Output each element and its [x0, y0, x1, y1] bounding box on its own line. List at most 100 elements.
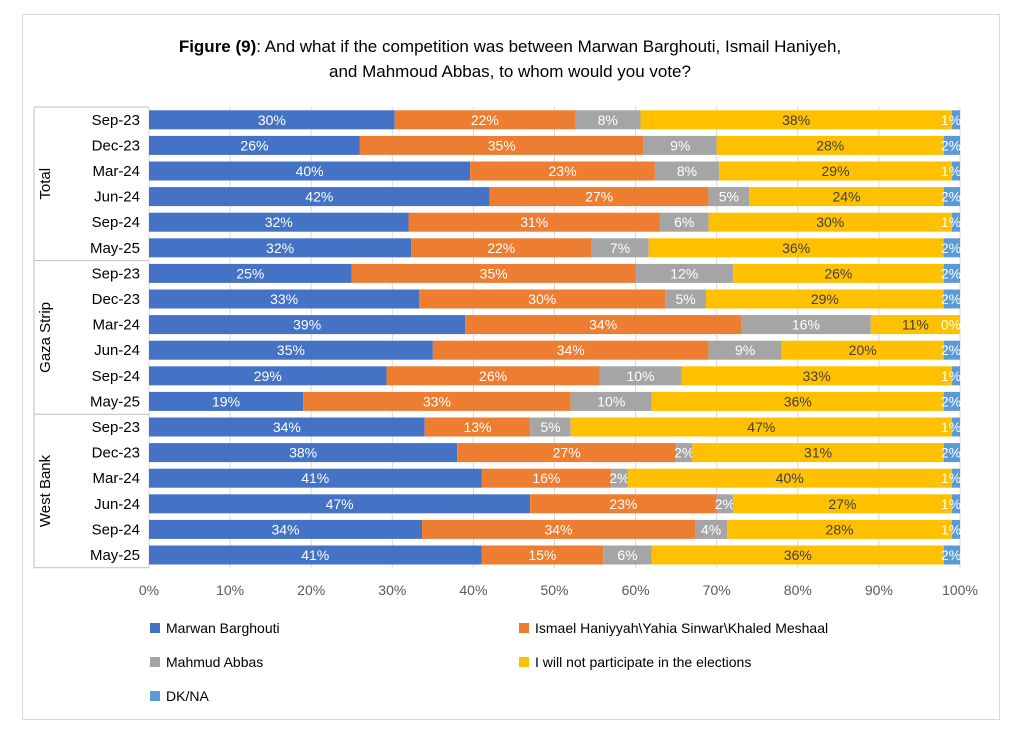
bar-segment-haniyeh — [303, 391, 571, 411]
period-label: Sep-24 — [92, 214, 140, 231]
data-label-dkna: 0% — [941, 317, 961, 333]
bar-segment-haniyeh — [457, 443, 677, 463]
data-label-dkna: 1% — [941, 163, 961, 179]
data-label-haniyeh: 23% — [609, 496, 637, 512]
data-label-haniyeh: 35% — [480, 265, 508, 281]
bar-segment-dkna — [943, 263, 960, 283]
data-label-notparticipate: 30% — [816, 214, 844, 230]
bar-segment-dkna — [943, 135, 960, 155]
bar-segment-barghouti — [149, 443, 458, 463]
period-label: Mar-24 — [92, 470, 140, 487]
data-label-abbas: 10% — [626, 368, 654, 384]
data-label-haniyeh: 31% — [520, 214, 548, 230]
bar-segment-abbas — [603, 545, 652, 565]
figure-number: Figure (9) — [178, 37, 257, 56]
data-label-dkna: 2% — [941, 547, 961, 563]
bar-segment-notparticipate — [681, 366, 952, 386]
bar-segment-abbas — [659, 212, 709, 232]
period-label: Sep-23 — [92, 419, 140, 436]
data-label-barghouti: 47% — [326, 496, 354, 512]
data-label-haniyeh: 26% — [479, 368, 507, 384]
period-label: Sep-23 — [92, 112, 140, 129]
data-label-abbas: 7% — [610, 240, 630, 256]
legend-swatch-dkna — [150, 691, 160, 701]
bar-segment-abbas — [635, 263, 733, 283]
bar-segment-haniyeh — [422, 519, 696, 539]
bar-segment-dkna — [943, 340, 960, 360]
bar-segment-barghouti — [149, 212, 409, 232]
data-label-haniyeh: 15% — [528, 547, 556, 563]
bar-segment-dkna — [951, 468, 960, 488]
data-label-notparticipate: 36% — [782, 240, 810, 256]
bar-segment-abbas — [530, 417, 571, 437]
period-label: Jun-24 — [94, 496, 140, 513]
period-label: Dec-23 — [92, 445, 140, 462]
bar-segment-dkna — [951, 519, 960, 539]
period-label: Sep-23 — [92, 265, 140, 282]
data-label-barghouti: 35% — [277, 342, 305, 358]
period-label: Jun-24 — [94, 342, 140, 359]
data-label-barghouti: 41% — [301, 547, 329, 563]
bar-segment-barghouti — [149, 519, 423, 539]
data-label-haniyeh: 35% — [488, 137, 516, 153]
data-label-haniyeh: 22% — [487, 240, 515, 256]
title-line-1: : And what if the competition was betwee… — [256, 37, 842, 56]
bar-segment-barghouti — [149, 135, 360, 155]
bar-segment-notparticipate — [627, 468, 952, 488]
data-label-dkna: 2% — [941, 265, 961, 281]
bar-segment-abbas — [570, 391, 652, 411]
data-label-abbas: 5% — [675, 291, 695, 307]
data-label-barghouti: 30% — [258, 112, 286, 128]
bar-segment-notparticipate — [706, 289, 944, 309]
data-label-barghouti: 34% — [273, 419, 301, 435]
x-tick-label: 90% — [865, 582, 893, 598]
data-label-abbas: 16% — [792, 317, 820, 333]
data-label-dkna: 2% — [941, 445, 961, 461]
bar-segment-abbas — [676, 443, 693, 463]
bar-segment-dkna — [951, 212, 960, 232]
data-label-haniyeh: 27% — [553, 445, 581, 461]
data-label-notparticipate: 40% — [776, 470, 804, 486]
bar-segment-haniyeh — [408, 212, 660, 232]
data-label-haniyeh: 13% — [463, 419, 491, 435]
data-label-abbas: 4% — [701, 521, 721, 537]
bar-segment-barghouti — [149, 187, 490, 207]
data-label-barghouti: 33% — [270, 291, 298, 307]
data-label-barghouti: 32% — [266, 240, 294, 256]
bar-segment-notparticipate — [781, 340, 944, 360]
legend-label-notparticipate: I will not participate in the elections — [535, 654, 752, 670]
data-label-barghouti: 41% — [301, 470, 329, 486]
bar-segment-abbas — [574, 110, 641, 130]
data-label-notparticipate: 20% — [849, 342, 877, 358]
bar-segment-notparticipate — [749, 187, 944, 207]
bar-segment-haniyeh — [386, 366, 600, 386]
data-label-dkna: 2% — [941, 393, 961, 409]
data-label-abbas: 2% — [715, 496, 735, 512]
data-label-notparticipate: 11% — [902, 317, 929, 333]
x-tick-label: 100% — [942, 582, 978, 598]
bar-segment-barghouti — [149, 315, 466, 335]
data-label-barghouti: 19% — [212, 393, 240, 409]
bar-segment-notparticipate — [727, 519, 952, 539]
data-label-abbas: 9% — [670, 137, 690, 153]
legend-swatch-barghouti — [150, 623, 160, 633]
bar-segment-haniyeh — [489, 187, 709, 207]
bar-segment-dkna — [943, 238, 960, 258]
legend-swatch-notparticipate — [519, 657, 529, 667]
bar-segment-abbas — [654, 161, 720, 181]
bar-segment-notparticipate — [651, 391, 944, 411]
x-tick-label: 20% — [297, 582, 325, 598]
bar-segment-dkna — [951, 366, 960, 386]
data-label-barghouti: 29% — [254, 368, 282, 384]
data-label-haniyeh: 34% — [544, 521, 572, 537]
legend-item-haniyeh: Ismael Haniyyah\Yahia Sinwar\Khaled Mesh… — [519, 620, 828, 636]
legend-item-barghouti: Marwan Barghouti — [150, 620, 280, 636]
bar-segment-dkna — [951, 494, 960, 514]
bar-segment-barghouti — [149, 494, 531, 514]
period-label: Dec-23 — [92, 137, 140, 154]
data-label-barghouti: 25% — [236, 265, 264, 281]
bar-segment-notparticipate — [716, 135, 944, 155]
data-label-notparticipate: 31% — [804, 445, 832, 461]
bar-segment-haniyeh — [470, 161, 655, 181]
